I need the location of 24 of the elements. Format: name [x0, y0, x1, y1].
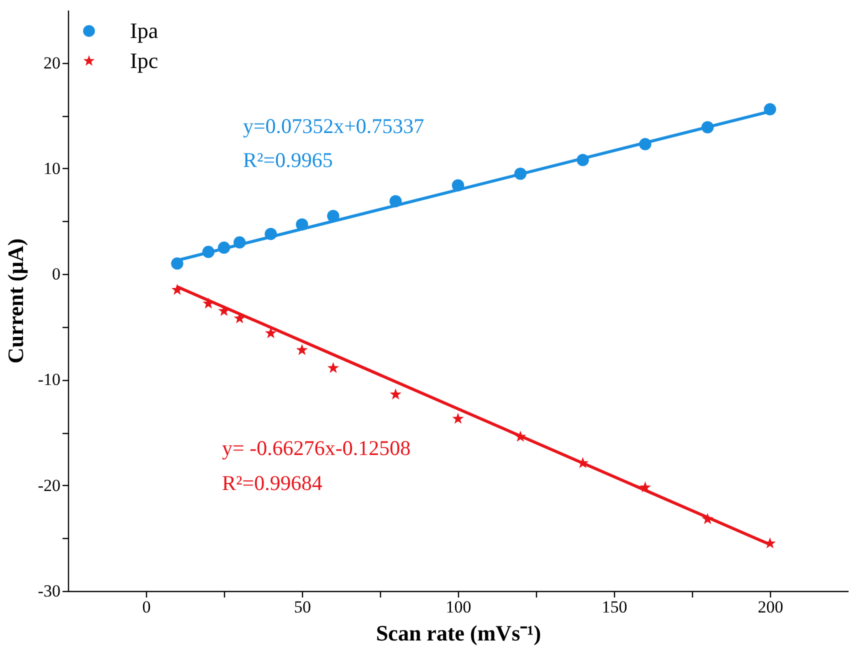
point: [452, 412, 464, 424]
legend-label: Ipa: [130, 18, 158, 43]
point: [327, 362, 340, 374]
y-tick-label: -30: [38, 582, 60, 600]
annotation: R²=0.99684: [222, 471, 323, 495]
x-tick-label: 200: [758, 598, 784, 616]
annotation: R²=0.9965: [243, 148, 333, 172]
x-tick-label: 0: [142, 598, 151, 616]
point: [390, 388, 402, 400]
y-tick-label: -10: [38, 370, 60, 390]
point: [296, 344, 308, 356]
annotation: y= -0.66276x-0.12508: [222, 436, 411, 460]
y-tick-label: -20: [38, 476, 60, 495]
x-axis-title: Scan rate (mVs⁻¹): [376, 620, 542, 646]
y-tick-label: 20: [44, 53, 60, 72]
legend-label: Ipc: [130, 48, 158, 73]
x-tick-label: 150: [602, 598, 628, 616]
annotation: y=0.07352x+0.75337: [243, 114, 424, 138]
y-tick-label: 10: [44, 158, 60, 178]
y-tick-label: 0: [52, 264, 60, 284]
x-tick-label: 100: [446, 598, 472, 616]
x-tick-label: 50: [294, 598, 311, 616]
y-axis-title: Current (μA): [2, 238, 28, 364]
point: [264, 327, 277, 338]
